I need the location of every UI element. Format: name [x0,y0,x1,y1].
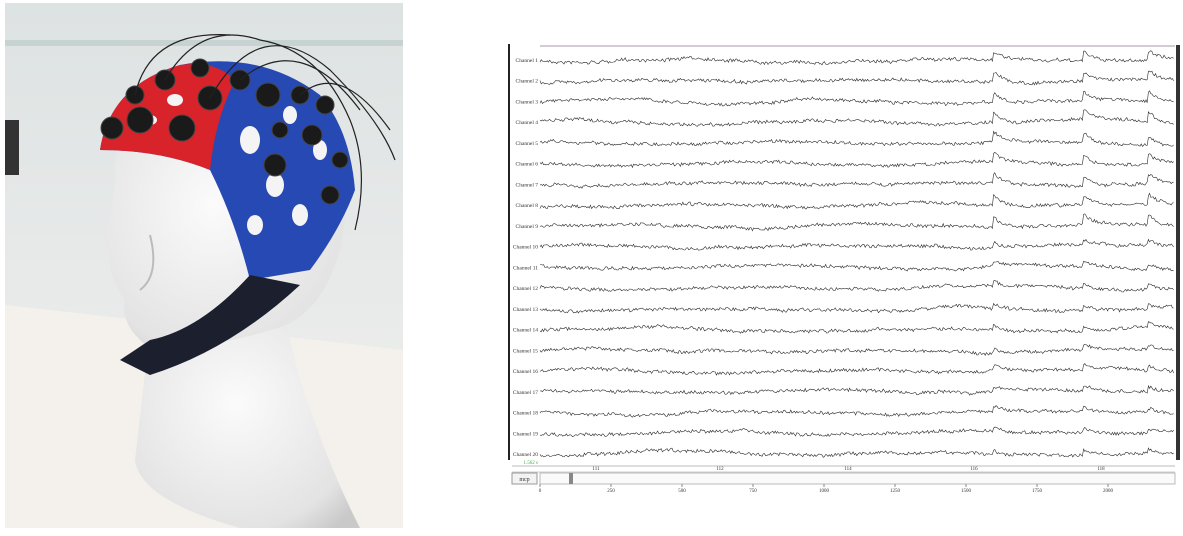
channel-label: Channel 13 [513,307,538,313]
photo [5,3,403,528]
segment-tick-label: 112 [716,467,724,472]
segment-tick-label: 118 [1097,467,1105,472]
mode-button-label: mcp [519,477,529,483]
nose [139,234,155,291]
eeg-trace [539,384,1174,396]
overview-cursor[interactable] [569,473,573,484]
channel-label: Channel 5 [516,141,539,147]
eeg-trace [539,279,1174,293]
sample-tick-label: 1750 [1032,489,1043,494]
eeg-trace [539,405,1174,418]
channel-label: Channel 4 [516,120,539,126]
channel-label: Channel 3 [516,99,539,105]
time-marker: 1.562 s [524,461,539,466]
eeg-trace [539,363,1174,376]
channel-label: Channel 16 [513,369,538,375]
segment-tick-label: 116 [970,467,978,472]
sample-tick-label: 250 [607,489,615,494]
channel-label: Channel 1 [516,58,539,64]
channel-label: Channel 15 [513,348,538,354]
channel-label: Channel 10 [513,245,538,251]
eeg-trace [539,302,1174,314]
eeg-trace [539,321,1174,334]
channel-label: Channel 11 [513,265,538,271]
sample-tick-label: 1500 [961,489,972,494]
overview-bar [539,472,1176,485]
channel-label: Channel 20 [513,452,538,458]
eeg-trace [539,90,1174,107]
channel-label: Channel 19 [513,431,538,437]
eeg-trace [539,70,1174,86]
segment-tick-label: 111 [592,467,600,472]
eeg-trace [539,50,1174,66]
chin-strap [120,275,300,375]
sample-tick-label: 750 [749,489,757,494]
eeg-trace [539,343,1174,356]
segment-tick-label: 114 [844,467,852,472]
channel-label: Channel 18 [513,411,538,417]
eeg-trace [539,152,1174,169]
channel-label: Channel 8 [516,203,539,209]
sample-tick-label: 1250 [890,489,901,494]
scrollbar [1176,45,1180,460]
wires [134,34,396,231]
eeg-trace [539,130,1174,147]
channel-label: Channel 17 [513,390,538,396]
sample-tick-label: 0 [539,489,542,494]
eeg-trace [539,192,1174,210]
eeg-trace [539,447,1174,458]
eeg-trace [539,172,1174,189]
channel-label: Channel 2 [516,79,539,85]
channel-label: Channel 7 [516,182,539,188]
eeg-trace [539,426,1174,437]
mode-button[interactable] [511,472,538,485]
cap-holes [143,94,327,235]
shelf-glass [5,40,403,46]
sample-tick-label: 1000 [819,489,830,494]
eeg-trace [539,213,1174,232]
eeg-trace [539,238,1174,251]
channel-label: Channel 14 [513,328,538,334]
channel-label: Channel 6 [516,162,539,168]
sample-tick-label: 2000 [1103,489,1114,494]
sample-tick-label: 500 [678,489,686,494]
eeg-trace [539,109,1174,127]
channel-label: Channel 9 [516,224,539,230]
side-object [5,120,19,175]
channel-label: Channel 12 [513,286,538,292]
eeg-trace [540,260,1174,272]
